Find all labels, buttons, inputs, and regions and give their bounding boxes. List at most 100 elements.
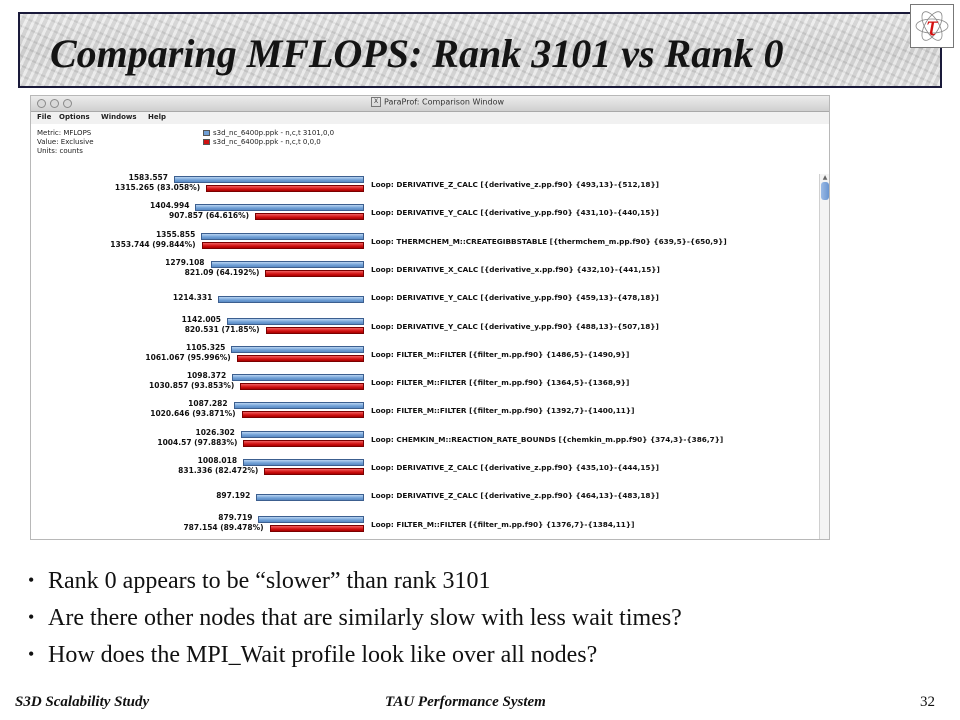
bullet-item: • Are there other nodes that are similarl…: [28, 605, 682, 642]
legend-swatch-red: [203, 139, 210, 145]
bar-rank-3101[interactable]: [243, 459, 364, 466]
bar-rank-3101[interactable]: [256, 494, 364, 502]
row-label: Loop: FILTER_M::FILTER [{filter_m.pp.f90…: [371, 349, 630, 359]
bar-rank-0[interactable]: [201, 241, 364, 249]
bar-rank-3101[interactable]: [195, 204, 364, 212]
row-label: Loop: DERIVATIVE_Z_CALC [{derivative_z.p…: [371, 491, 660, 501]
comparison-row[interactable]: 1026.302 1004.57 (97.883%) Loop: CHEMKIN_M…: [31, 427, 821, 453]
value-rank-0: 1004.57 (97.883%): [157, 437, 238, 447]
comparison-row[interactable]: 1214.331 Loop: DERIVATIVE_Y_CALC [{deriva…: [31, 287, 821, 311]
row-label: Loop: DERIVATIVE_X_CALC [{derivative_x.p…: [371, 264, 660, 274]
bar-rank-3101[interactable]: [233, 402, 364, 410]
bullet-dot-icon: •: [28, 570, 35, 590]
comparison-row[interactable]: 1142.005 820.531 (71.85%) Loop: DERIVATIVE…: [31, 314, 821, 340]
menu-bar: File Options Windows Help: [31, 112, 829, 124]
value-rank-3101: 1404.994: [150, 201, 190, 211]
slide-title: Comparing MFLOPS: Rank 3101 vs Rank 0: [50, 31, 784, 76]
value-rank-3101: 879.719: [218, 512, 253, 522]
comparison-row[interactable]: 1355.855 1353.744 (99.844%) Loop: THERMCHE…: [31, 229, 821, 255]
value-rank-3101: 1142.005: [181, 314, 221, 324]
bar-rank-3101[interactable]: [174, 176, 364, 183]
page-number: 32: [920, 694, 935, 710]
value-rank-0: 1020.646 (93.871%): [150, 409, 236, 419]
value-rank-3101: 1026.302: [195, 427, 235, 437]
legend-label: s3d_nc_6400p.ppk - n,c,t 0,0,0: [213, 138, 321, 146]
comparison-row[interactable]: 1404.994 907.857 (64.616%) Loop: DERIVATIV…: [31, 201, 821, 226]
value-rank-3101: 897.192: [216, 491, 251, 501]
row-label: Loop: FILTER_M::FILTER [{filter_m.pp.f90…: [371, 519, 635, 529]
bullet-dot-icon: •: [28, 607, 35, 627]
vertical-scrollbar[interactable]: ▲: [819, 174, 829, 539]
window-titlebar: X ParaProf: Comparison Window: [31, 96, 829, 112]
title-banner: Comparing MFLOPS: Rank 3101 vs Rank 0: [18, 12, 942, 88]
value-rank-3101: 1355.855: [155, 229, 196, 239]
window-title-text: ParaProf: Comparison Window: [384, 97, 505, 107]
scroll-thumb[interactable]: [821, 182, 829, 200]
bar-rank-3101[interactable]: [210, 260, 364, 268]
bar-rank-0[interactable]: [269, 524, 364, 532]
bar-rank-3101[interactable]: [258, 515, 364, 523]
value-rank-0: 831.336 (82.472%): [178, 466, 259, 475]
paraprof-comparison-window: X ParaProf: Comparison Window File Option…: [30, 95, 830, 540]
comparison-row[interactable]: 1087.282 1020.646 (93.871%) Loop: FILTER_M…: [31, 399, 821, 424]
bullet-text: Rank 0 appears to be “slower” than rank …: [48, 568, 491, 594]
bar-rank-0[interactable]: [264, 468, 364, 475]
bar-rank-0[interactable]: [206, 185, 364, 192]
bar-rank-0[interactable]: [265, 326, 364, 334]
comparison-row[interactable]: 1098.372 1030.857 (93.853%) Loop: FILTER_M…: [31, 371, 821, 396]
bar-rank-3101[interactable]: [240, 430, 364, 438]
value-rank-3101: 1214.331: [172, 293, 213, 303]
svg-text:τ: τ: [927, 9, 939, 42]
footer-center: TAU Performance System: [385, 694, 546, 710]
row-label: Loop: DERIVATIVE_Y_CALC [{derivative_y.p…: [371, 293, 659, 303]
bar-rank-3101[interactable]: [231, 345, 364, 353]
value-rank-0: 787.154 (89.478%): [183, 522, 264, 532]
bar-rank-0[interactable]: [236, 354, 364, 362]
comparison-row[interactable]: 1279.108 821.09 (64.192%) Loop: DERIVATIVE…: [31, 258, 821, 283]
value-rank-3101: 1008.018: [197, 456, 238, 465]
row-label: Loop: FILTER_M::FILTER [{filter_m.pp.f90…: [371, 406, 635, 416]
minimize-window-icon[interactable]: [50, 99, 59, 108]
legend-swatch-blue: [203, 130, 210, 136]
bar-rank-0[interactable]: [243, 439, 364, 447]
bar-rank-3101[interactable]: [226, 317, 364, 325]
legend: s3d_nc_6400p.ppk - n,c,t 3101,0,0 s3d_nc…: [203, 129, 334, 147]
menu-windows[interactable]: Windows: [101, 113, 137, 121]
comparison-row[interactable]: 897.192 Loop: DERIVATIVE_Z_CALC [{derivat…: [31, 485, 821, 509]
value-rank-0: 820.531 (71.85%): [184, 324, 260, 334]
metric-label: Metric: MFLOPS: [37, 129, 92, 137]
comparison-row[interactable]: 879.719 787.154 (89.478%) Loop: FILTER_M::…: [31, 512, 821, 538]
bullet-dot-icon: •: [28, 644, 35, 664]
value-label: Value: Exclusive: [37, 138, 94, 146]
value-rank-3101: 1105.325: [186, 342, 226, 352]
row-label: Loop: CHEMKIN_M::REACTION_RATE_BOUNDS [{…: [371, 434, 724, 444]
row-label: Loop: DERIVATIVE_Y_CALC [{derivative_y.p…: [371, 208, 659, 218]
row-label: Loop: DERIVATIVE_Z_CALC [{derivative_z.p…: [371, 463, 660, 472]
menu-help[interactable]: Help: [148, 113, 167, 121]
row-label: Loop: DERIVATIVE_Z_CALC [{derivative_z.p…: [371, 180, 660, 189]
bar-rank-0[interactable]: [241, 411, 364, 419]
value-rank-3101: 1098.372: [186, 371, 227, 381]
comparison-row[interactable]: 1583.557 1315.265 (83.058%) Loop: DERIVATI…: [31, 173, 821, 198]
zoom-window-icon[interactable]: [63, 99, 72, 108]
value-rank-3101: 1087.282: [188, 399, 228, 409]
scroll-up-icon[interactable]: ▲: [822, 174, 828, 181]
bullet-list: • Rank 0 appears to be “slower” than rank…: [28, 568, 682, 679]
bullet-item: • How does the MPI_Wait profile look like…: [28, 642, 682, 679]
bar-rank-3101[interactable]: [201, 232, 364, 240]
legend-item-rank-0: s3d_nc_6400p.ppk - n,c,t 0,0,0: [203, 138, 334, 147]
value-rank-0: 907.857 (64.616%): [168, 211, 250, 221]
menu-file[interactable]: File: [37, 113, 52, 121]
value-rank-3101: 1583.557: [128, 173, 168, 182]
bar-rank-0[interactable]: [265, 269, 364, 277]
bullet-text: Are there other nodes that are similarly…: [48, 605, 682, 631]
menu-options[interactable]: Options: [59, 113, 90, 121]
value-rank-0: 821.09 (64.192%): [184, 267, 260, 277]
comparison-row[interactable]: 1008.018 831.336 (82.472%) Loop: DERIVATIV…: [31, 456, 821, 481]
bar-rank-3101[interactable]: [218, 296, 364, 304]
close-window-icon[interactable]: [37, 99, 46, 108]
bar-rank-0[interactable]: [255, 213, 364, 221]
bar-rank-0[interactable]: [240, 383, 364, 391]
comparison-row[interactable]: 1105.325 1061.067 (95.996%) Loop: FILTER_M…: [31, 342, 821, 368]
bar-rank-3101[interactable]: [232, 374, 364, 382]
